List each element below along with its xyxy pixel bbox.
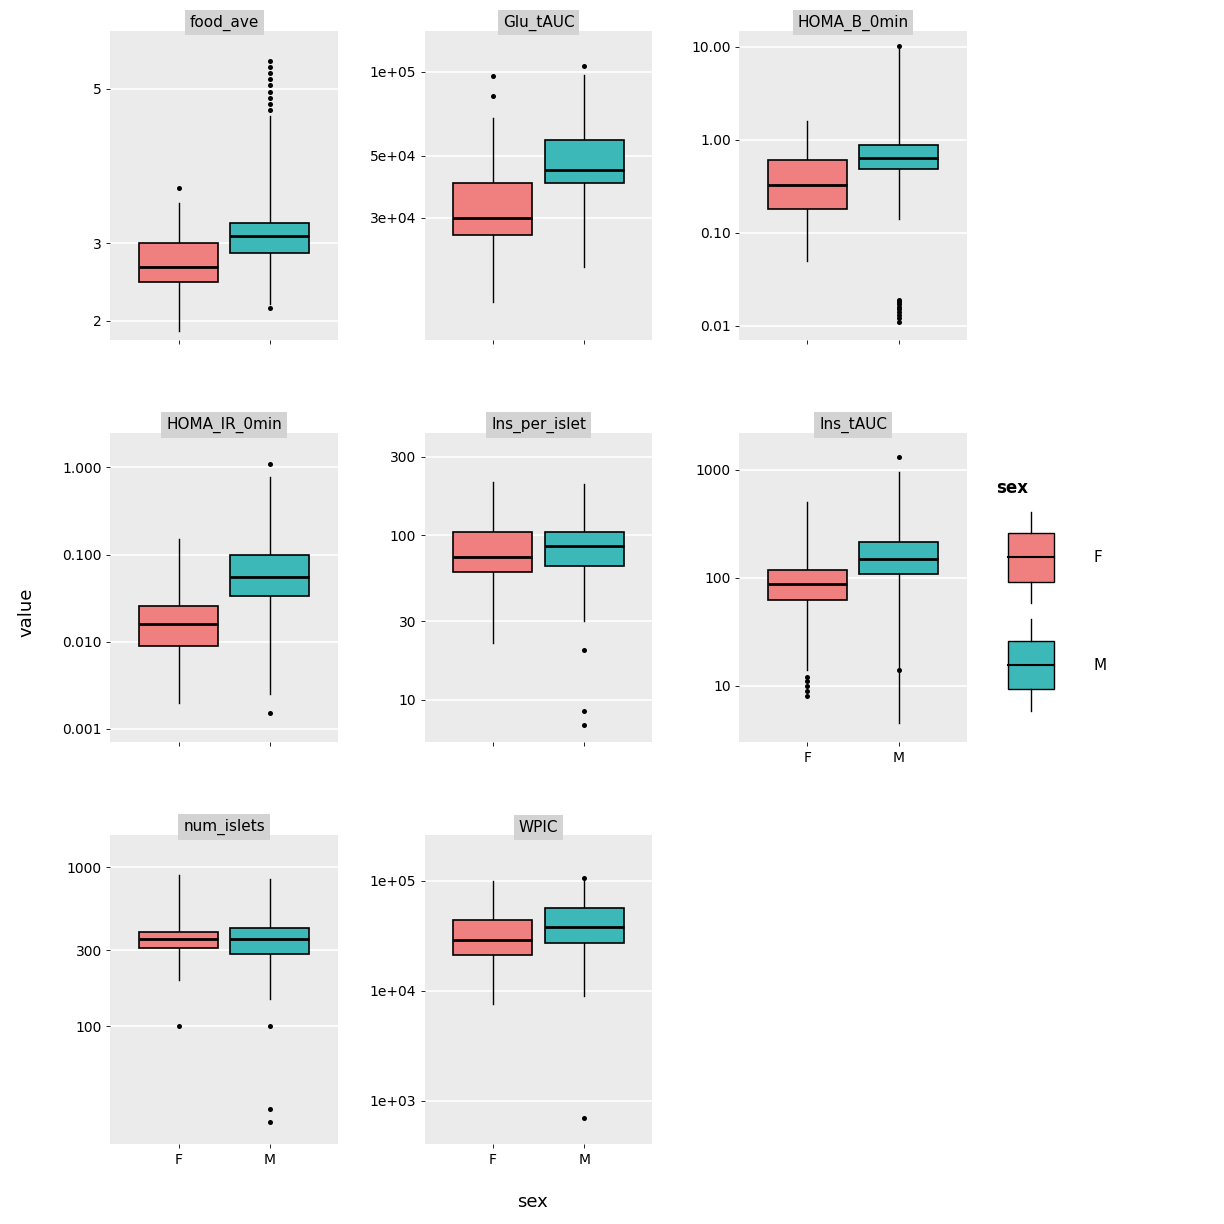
Bar (140, 244, 218, 282)
Bar (859, 542, 938, 574)
Point (889, 293, 908, 312)
Point (574, 640, 594, 660)
Bar (453, 531, 532, 572)
Point (798, 672, 818, 692)
Bar (453, 920, 532, 955)
Point (259, 704, 279, 723)
Text: food_ave: food_ave (190, 15, 258, 31)
Point (259, 82, 279, 102)
Text: M: M (1093, 657, 1106, 673)
Point (889, 308, 908, 328)
Bar (767, 570, 847, 600)
Point (889, 290, 908, 310)
Text: num_islets: num_islets (184, 819, 264, 835)
Bar (1009, 534, 1054, 581)
Text: Ins_per_islet: Ins_per_islet (491, 416, 586, 433)
Point (169, 1016, 188, 1036)
Point (259, 1016, 279, 1036)
Text: Ins_tAUC: Ins_tAUC (819, 416, 887, 433)
Point (574, 1108, 594, 1127)
Bar (767, 160, 847, 209)
Text: value: value (18, 588, 35, 636)
Point (259, 1099, 279, 1119)
Bar (545, 140, 624, 182)
Bar (545, 908, 624, 944)
Point (259, 94, 279, 114)
Point (259, 75, 279, 94)
Point (259, 51, 279, 71)
Bar (1009, 641, 1054, 689)
Point (574, 715, 594, 734)
Bar (230, 554, 310, 596)
Bar (230, 223, 310, 252)
Point (798, 667, 818, 687)
Point (798, 687, 818, 706)
Bar (859, 146, 938, 169)
Point (798, 676, 818, 695)
Point (889, 297, 908, 317)
Point (574, 701, 594, 721)
Point (889, 37, 908, 56)
Bar (545, 531, 624, 565)
Point (259, 100, 279, 120)
Point (889, 448, 908, 468)
Point (259, 297, 279, 317)
Text: sex: sex (517, 1193, 548, 1211)
Point (483, 86, 503, 105)
Bar (453, 182, 532, 235)
Bar (140, 933, 218, 949)
Point (889, 305, 908, 324)
Point (574, 56, 594, 76)
Point (483, 66, 503, 86)
Text: F: F (1093, 550, 1103, 565)
Point (259, 64, 279, 83)
Bar (230, 928, 310, 953)
Bar (140, 606, 218, 645)
Point (259, 58, 279, 77)
Point (889, 312, 908, 332)
Text: Glu_tAUC: Glu_tAUC (503, 15, 574, 31)
Point (259, 88, 279, 108)
Text: HOMA_B_0min: HOMA_B_0min (798, 15, 908, 31)
Point (483, 1168, 503, 1187)
Text: WPIC: WPIC (519, 820, 558, 835)
Point (169, 177, 188, 197)
Text: sex: sex (996, 480, 1028, 497)
Point (889, 660, 908, 679)
Point (574, 869, 594, 889)
Text: HOMA_IR_0min: HOMA_IR_0min (166, 416, 282, 433)
Point (259, 70, 279, 89)
Point (259, 1111, 279, 1131)
Point (798, 681, 818, 700)
Point (259, 454, 279, 474)
Point (889, 300, 908, 319)
Point (889, 302, 908, 322)
Point (889, 295, 908, 315)
